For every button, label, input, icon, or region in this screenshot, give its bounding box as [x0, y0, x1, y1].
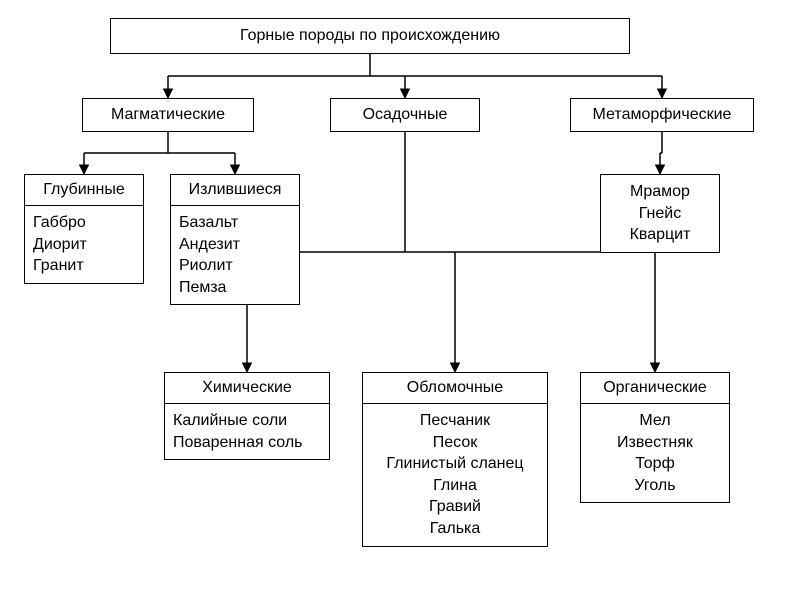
node-organic-label: Органические — [581, 373, 729, 404]
list-item: Калийные соли — [173, 410, 321, 432]
list-item: Диорит — [33, 234, 135, 256]
diagram-canvas: Горные породы по происхождению Магматиче… — [0, 0, 800, 600]
list-item: Песчаник — [371, 410, 539, 432]
list-item: Габбро — [33, 212, 135, 234]
list-item: Торф — [589, 453, 721, 475]
node-chemical: Химические Калийные соли Поваренная соль — [164, 372, 330, 460]
list-item: Пемза — [179, 277, 291, 299]
node-metamorphic-items: Мрамор Гнейс Кварцит — [601, 175, 719, 252]
list-item: Глинистый сланец — [371, 453, 539, 475]
node-effusive: Излившиеся Базальт Андезит Риолит Пемза — [170, 174, 300, 305]
node-metamorphic: Метаморфические — [570, 98, 754, 132]
node-root-label: Горные породы по происхождению — [240, 26, 500, 45]
node-sedimentary: Осадочные — [330, 98, 480, 132]
node-clastic-label: Обломочные — [363, 373, 547, 404]
list-item: Песок — [371, 432, 539, 454]
list-item: Глина — [371, 475, 539, 497]
node-sedimentary-label: Осадочные — [363, 105, 448, 124]
node-effusive-label: Излившиеся — [171, 175, 299, 206]
list-item: Мел — [589, 410, 721, 432]
node-root: Горные породы по происхождению — [110, 18, 630, 54]
node-magmatic: Магматические — [82, 98, 254, 132]
node-metamorphic-list: Мрамор Гнейс Кварцит — [600, 174, 720, 253]
list-item: Риолит — [179, 255, 291, 277]
list-item: Гравий — [371, 496, 539, 518]
node-chemical-label: Химические — [165, 373, 329, 404]
list-item: Андезит — [179, 234, 291, 256]
list-item: Уголь — [589, 475, 721, 497]
node-organic-items: Мел Известняк Торф Уголь — [581, 404, 729, 502]
list-item: Мрамор — [609, 181, 711, 203]
node-deep-label: Глубинные — [25, 175, 143, 206]
node-deep-items: Габбро Диорит Гранит — [25, 206, 143, 283]
list-item: Гнейс — [609, 203, 711, 225]
list-item: Гранит — [33, 255, 135, 277]
node-metamorphic-label: Метаморфические — [593, 105, 732, 124]
node-chemical-items: Калийные соли Поваренная соль — [165, 404, 329, 459]
list-item: Известняк — [589, 432, 721, 454]
node-organic: Органические Мел Известняк Торф Уголь — [580, 372, 730, 503]
node-clastic-items: Песчаник Песок Глинистый сланец Глина Гр… — [363, 404, 547, 546]
node-magmatic-label: Магматические — [111, 105, 225, 124]
list-item: Поваренная соль — [173, 432, 321, 454]
list-item: Кварцит — [609, 224, 711, 246]
list-item: Базальт — [179, 212, 291, 234]
node-deep: Глубинные Габбро Диорит Гранит — [24, 174, 144, 284]
list-item: Галька — [371, 518, 539, 540]
node-clastic: Обломочные Песчаник Песок Глинистый слан… — [362, 372, 548, 547]
node-effusive-items: Базальт Андезит Риолит Пемза — [171, 206, 299, 304]
